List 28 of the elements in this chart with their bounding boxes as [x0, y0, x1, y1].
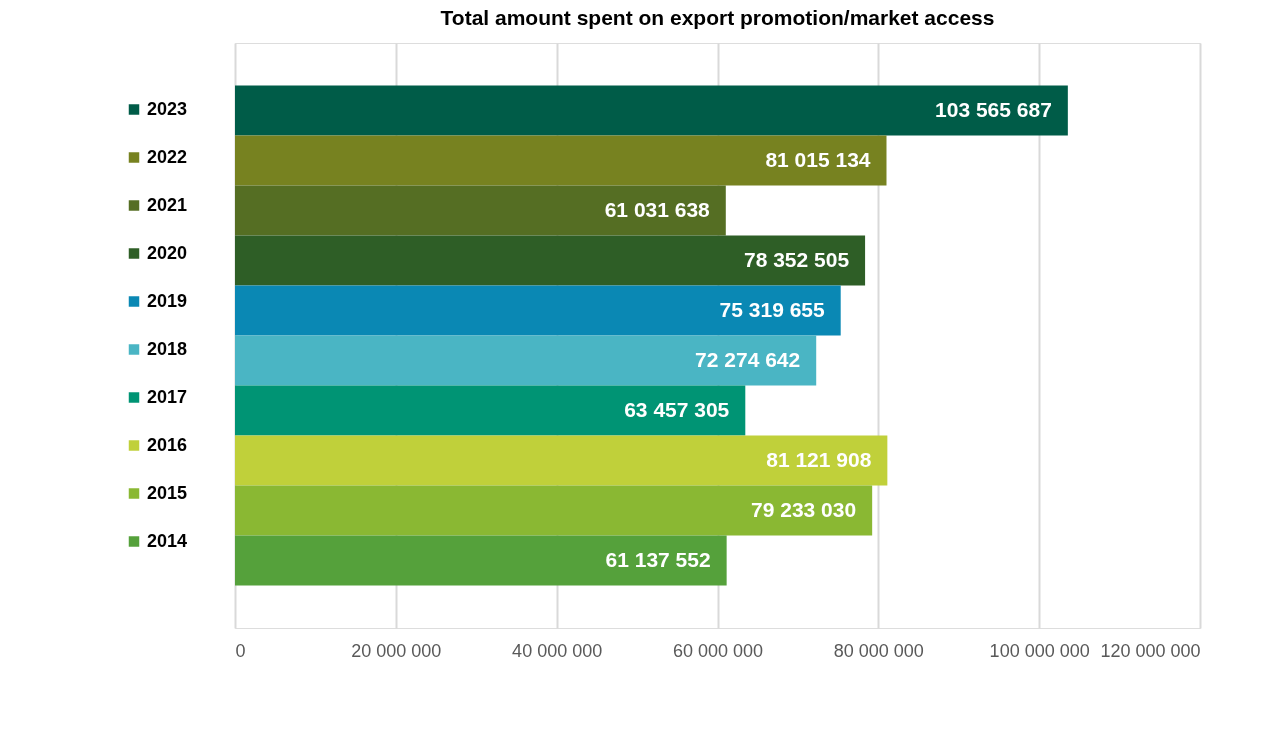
y-tick-label: 2015 [147, 482, 188, 503]
chart-title: Total amount spent on export promotion/market access [440, 6, 995, 29]
y-tick-label: 2017 [147, 386, 188, 407]
data-label: 63 457 305 [624, 397, 730, 421]
data-label: 81 121 908 [766, 447, 872, 471]
x-tick-label: 100 000 000 [989, 640, 1090, 661]
data-label: 79 233 030 [751, 497, 857, 521]
y-tick-label: 2014 [147, 530, 188, 551]
y-tick-label: 2022 [147, 146, 188, 167]
data-label: 103 565 687 [935, 97, 1052, 121]
y-tick-label: 2018 [147, 338, 188, 359]
data-label: 61 031 638 [604, 197, 711, 221]
x-tick-label: 20 000 000 [351, 640, 442, 661]
y-tick-label: 2021 [147, 194, 188, 215]
y-tick-label: 2019 [147, 290, 188, 311]
data-label: 75 319 655 [719, 297, 826, 321]
x-tick-label: 60 000 000 [672, 640, 764, 661]
data-label: 72 274 642 [695, 347, 801, 371]
x-tick-label: 120 000 000 [1100, 640, 1201, 661]
y-tick-label: 2020 [147, 242, 188, 263]
x-tick-label: 0 [235, 640, 246, 661]
x-tick-label: 40 000 000 [512, 640, 603, 661]
data-label: 61 137 552 [605, 547, 711, 571]
y-tick-label: 2016 [147, 434, 188, 455]
data-label: 78 352 505 [743, 247, 850, 271]
y-tick-label: 2023 [147, 98, 188, 119]
x-tick-label: 80 000 000 [833, 640, 924, 661]
data-label: 81 015 134 [765, 147, 871, 171]
